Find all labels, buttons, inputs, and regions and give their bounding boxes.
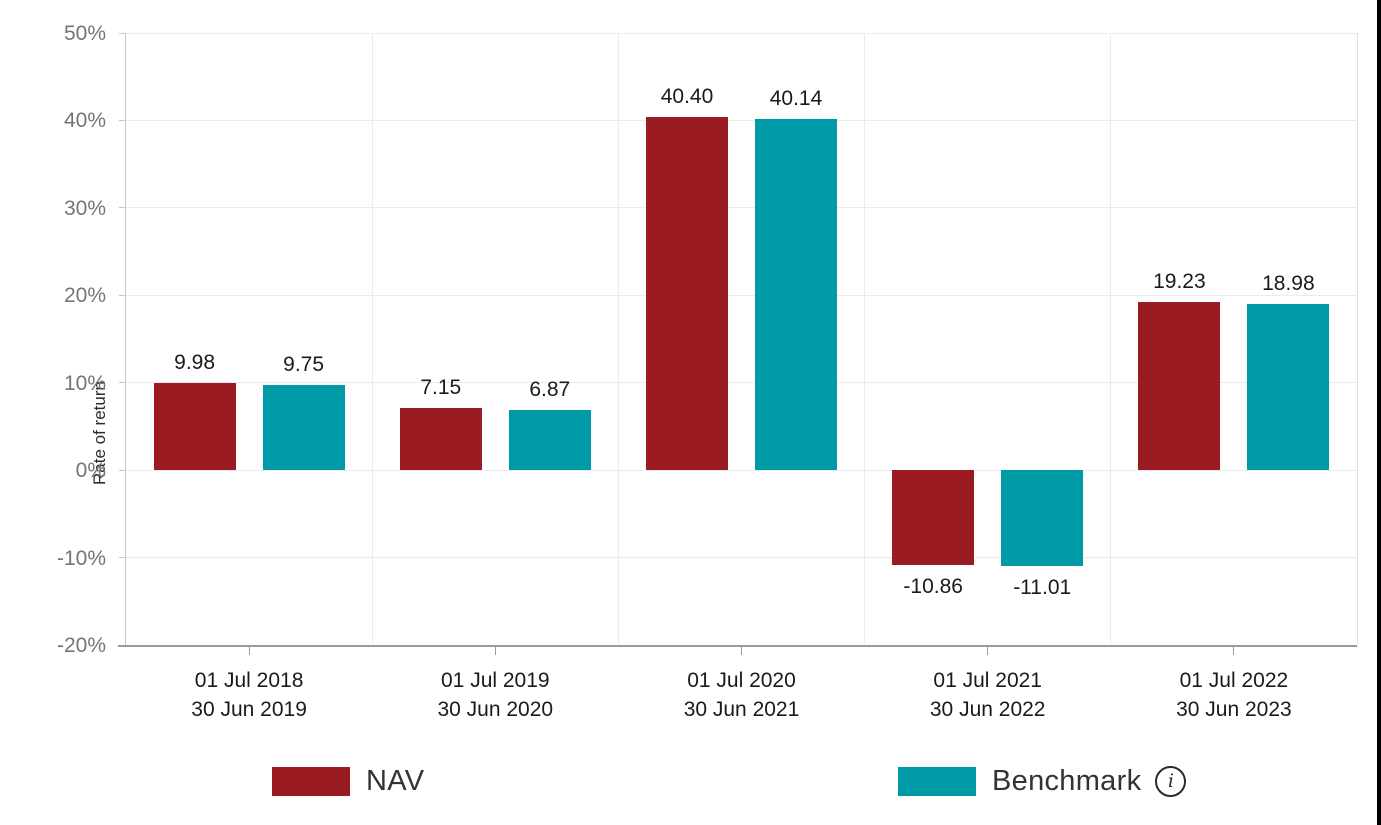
gridline-30% — [126, 207, 1357, 209]
x-axis-label: 01 Jul 2020 30 Jun 2021 — [619, 666, 865, 724]
y-tick-mark-0% — [119, 469, 126, 471]
x-axis-label-line1: 01 Jul 2022 — [1179, 669, 1289, 692]
x-axis-label: 01 Jul 2021 30 Jun 2022 — [865, 666, 1111, 724]
y-tick-mark--10% — [119, 557, 126, 559]
y-tick-label--20%: -20% — [56, 634, 106, 657]
x-axis-label-line2: 30 Jun 2020 — [437, 698, 554, 721]
benchmark-value-label: 40.14 — [769, 87, 823, 111]
y-tick-label-30%: 30% — [63, 196, 106, 220]
benchmark-value-label: 18.98 — [1262, 272, 1315, 296]
nav-legend-label: NAV — [366, 765, 425, 797]
x-axis-line — [118, 645, 1357, 647]
x-axis-label-line1: 01 Jul 2019 — [441, 669, 550, 692]
legend-item-benchmark: Benchmark i — [898, 765, 1187, 798]
x-axis-label: 01 Jul 2019 30 Jun 2020 — [372, 666, 618, 724]
y-tick-label-0%: 0% — [75, 459, 106, 483]
x-tick-mark — [741, 647, 742, 655]
nav-bar[interactable] — [399, 407, 482, 471]
gridline-50% — [126, 32, 1357, 34]
y-tick-label-20%: 20% — [63, 284, 106, 308]
x-axis-label-line1: 01 Jul 2020 — [687, 669, 796, 692]
gridline-40% — [126, 119, 1357, 121]
benchmark-bar[interactable] — [1247, 304, 1330, 471]
y-tick-mark-20% — [119, 294, 126, 296]
group-separator — [617, 33, 619, 645]
group-separator — [371, 33, 373, 645]
x-tick-mark — [248, 647, 250, 655]
nav-value-label: 9.98 — [174, 350, 216, 374]
benchmark-value-label: 6.87 — [529, 378, 571, 402]
nav-value-label: 19.23 — [1153, 270, 1206, 294]
x-axis-label-line1: 01 Jul 2018 — [194, 669, 304, 692]
nav-bar[interactable] — [153, 382, 236, 471]
y-tick-label-50%: 50% — [63, 22, 106, 45]
y-tick-mark-40% — [119, 119, 126, 121]
screen-right-border — [1377, 0, 1381, 825]
benchmark-legend-swatch — [898, 767, 976, 796]
nav-value-label: 40.40 — [660, 84, 714, 108]
gridline-10% — [126, 382, 1357, 384]
info-icon-glyph: i — [1167, 770, 1174, 792]
x-axis-label: 01 Jul 2022 30 Jun 2023 — [1111, 666, 1357, 724]
x-axis-label-line1: 01 Jul 2021 — [933, 669, 1042, 692]
y-tick-mark-30% — [119, 207, 126, 209]
nav-bar[interactable] — [646, 116, 728, 471]
x-axis-label: 01 Jul 2018 30 Jun 2019 — [126, 666, 372, 724]
nav-value-label: -10.86 — [903, 575, 963, 599]
x-axis-label-line2: 30 Jun 2023 — [1176, 698, 1292, 721]
nav-value-label: 7.15 — [420, 375, 462, 399]
x-tick-mark — [494, 647, 496, 655]
nav-legend-swatch — [272, 767, 350, 796]
gridline-0% — [126, 469, 1357, 471]
x-tick-mark — [1233, 647, 1235, 655]
benchmark-bar[interactable] — [262, 384, 345, 471]
benchmark-value-label: -11.01 — [1013, 576, 1072, 600]
plot-right-border — [1357, 33, 1358, 645]
benchmark-legend-label: Benchmark — [992, 765, 1142, 797]
benchmark-bar[interactable] — [1001, 470, 1084, 567]
gridline-20% — [126, 294, 1357, 296]
y-tick-label-40%: 40% — [63, 109, 106, 133]
y-tick-label--10%: -10% — [56, 546, 106, 570]
benchmark-bar[interactable] — [508, 410, 591, 471]
y-axis-line — [125, 33, 126, 645]
x-axis-label-line2: 30 Jun 2019 — [191, 698, 307, 721]
group-separator — [1110, 33, 1112, 645]
y-tick-label-10%: 10% — [63, 371, 106, 395]
y-tick-mark-50% — [119, 32, 126, 34]
x-axis-label-line2: 30 Jun 2022 — [929, 698, 1046, 721]
nav-bar[interactable] — [1138, 302, 1221, 471]
x-axis-label-line2: 30 Jun 2021 — [683, 698, 800, 721]
benchmark-bar[interactable] — [755, 119, 837, 471]
gridline--10% — [126, 557, 1357, 559]
legend-item-nav: NAV — [272, 765, 424, 798]
benchmark-value-label: 9.75 — [283, 352, 325, 376]
x-tick-mark — [987, 647, 989, 655]
group-separator — [864, 33, 866, 645]
plot-area: Rate of return 50% 40% 30% 20% 10% 0% -10% -20%… — [57, 23, 1358, 721]
benchmark-info-icon[interactable]: i — [1155, 766, 1187, 797]
y-tick-mark-10% — [119, 382, 126, 384]
nav-bar[interactable] — [892, 470, 975, 566]
